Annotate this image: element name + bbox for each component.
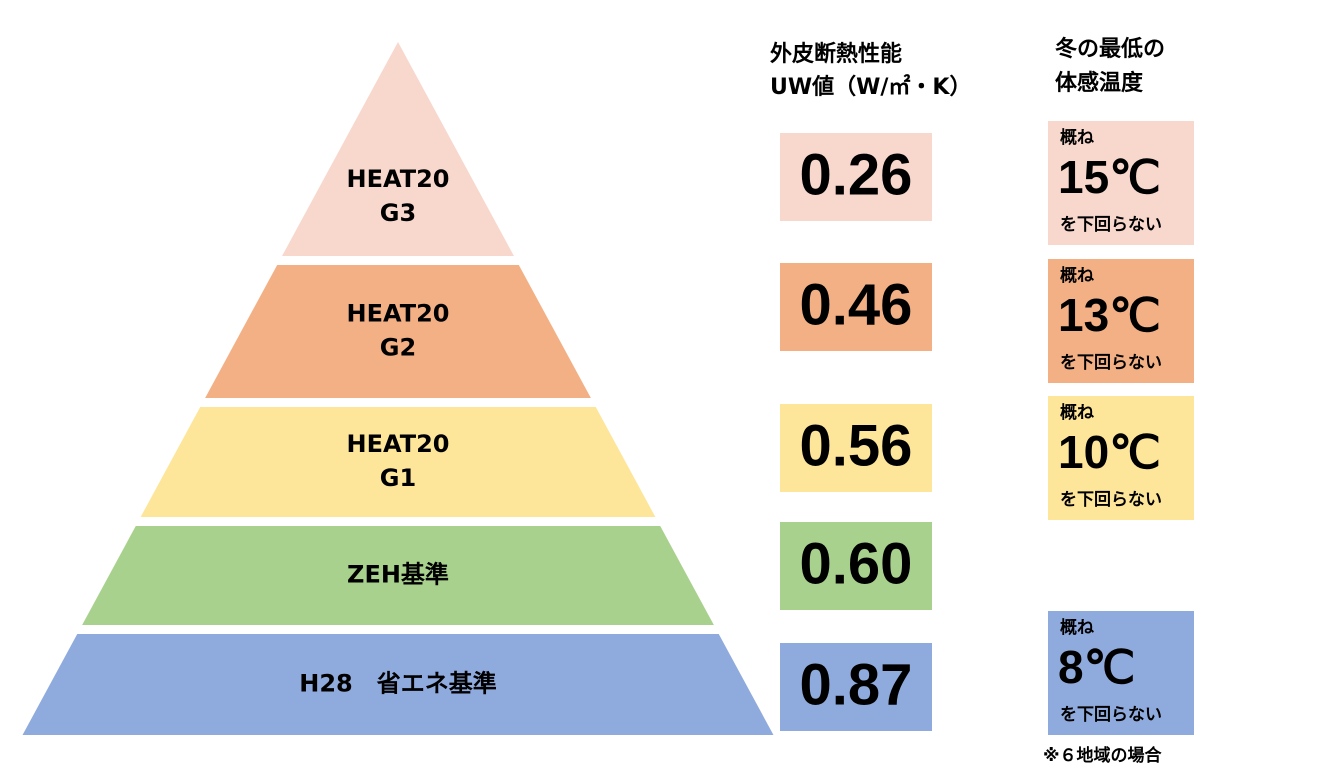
temp-suffix: を下回らない bbox=[1060, 705, 1162, 725]
temp-prefix: 概ね bbox=[1060, 127, 1094, 148]
uw-value: 0.26 bbox=[800, 142, 913, 207]
uw-value: 0.56 bbox=[800, 413, 913, 478]
pyramid-level bbox=[82, 526, 714, 625]
temp-prefix: 概ね bbox=[1060, 617, 1094, 638]
uw-box bbox=[780, 263, 932, 351]
uw-value: 0.46 bbox=[800, 272, 913, 337]
footnote: ※６地域の場合 bbox=[1043, 745, 1163, 766]
temp-value: 13℃ bbox=[1058, 289, 1161, 341]
temp-box bbox=[1048, 121, 1194, 245]
temp-header: 体感温度 bbox=[1055, 70, 1144, 96]
temp-box bbox=[1048, 259, 1194, 383]
uw-value: 0.87 bbox=[800, 652, 913, 717]
pyramid-level bbox=[205, 265, 591, 398]
level-label: HEAT20 bbox=[347, 300, 450, 328]
pyramid-level bbox=[282, 42, 514, 256]
temp-value: 10℃ bbox=[1058, 426, 1161, 478]
level-label: G3 bbox=[380, 199, 416, 227]
uw-value: 0.60 bbox=[800, 531, 913, 596]
temp-suffix: を下回らない bbox=[1060, 490, 1162, 510]
temp-box bbox=[1048, 611, 1194, 735]
level-label: G2 bbox=[380, 334, 416, 362]
temp-prefix: 概ね bbox=[1060, 265, 1094, 286]
uw-box bbox=[780, 133, 932, 221]
level-label: HEAT20 bbox=[347, 430, 450, 458]
uw-header: 外皮断熱性能 bbox=[770, 41, 902, 67]
temp-value: 15℃ bbox=[1058, 151, 1161, 203]
temp-box bbox=[1048, 396, 1194, 520]
uw-box bbox=[780, 404, 932, 492]
level-label: H28 省エネ基準 bbox=[299, 670, 496, 698]
level-label: HEAT20 bbox=[347, 165, 450, 193]
uw-box bbox=[780, 522, 932, 610]
uw-box bbox=[780, 643, 932, 731]
pyramid-level bbox=[22, 634, 774, 735]
pyramid-level bbox=[140, 407, 656, 517]
temp-value: 8℃ bbox=[1058, 641, 1135, 693]
level-label: G1 bbox=[380, 464, 416, 492]
level-label: ZEH基準 bbox=[347, 561, 449, 589]
temp-header: 冬の最低の bbox=[1055, 36, 1165, 62]
temp-suffix: を下回らない bbox=[1060, 353, 1162, 373]
uw-header: UW値（W/㎡・K） bbox=[770, 74, 971, 100]
temp-prefix: 概ね bbox=[1060, 402, 1094, 423]
temp-suffix: を下回らない bbox=[1060, 215, 1162, 235]
